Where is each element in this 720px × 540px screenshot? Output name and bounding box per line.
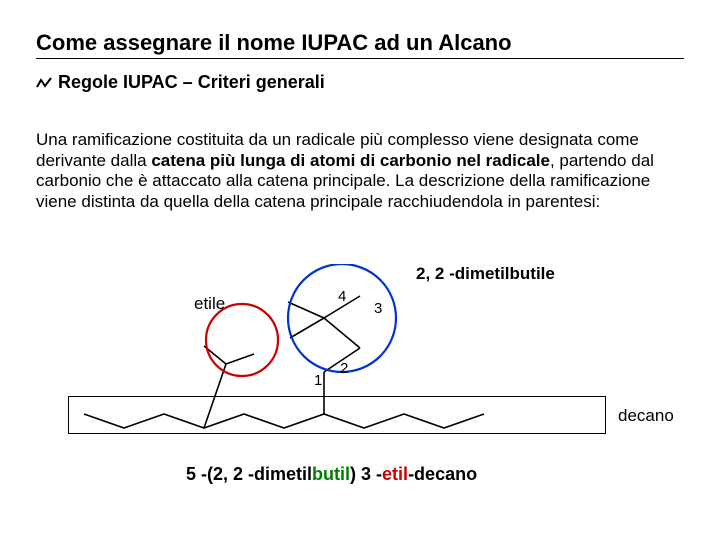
page-title: Come assegnare il nome IUPAC ad un Alcan… <box>36 30 512 56</box>
decano-box <box>68 396 606 434</box>
molecule-diagram: etile 2, 2 -dimetilbutile decano 1 2 3 4… <box>36 264 684 494</box>
final-part-butil: butil <box>312 464 350 484</box>
title-underline <box>36 58 684 59</box>
bullet-icon <box>36 75 52 91</box>
paragraph: Una ramificazione costituita da un radic… <box>36 130 684 213</box>
subtitle-row: Regole IUPAC – Criteri generali <box>36 72 325 93</box>
molecule-svg <box>36 264 684 464</box>
carbon-number-2: 2 <box>340 360 348 377</box>
label-etile: etile <box>194 294 225 314</box>
label-decano: decano <box>618 406 674 426</box>
dimetilbutyl-circle <box>288 264 396 372</box>
final-part-e: -decano <box>408 464 477 484</box>
final-iupac-name: 5 -(2, 2 -dimetilbutil) 3 -etil-decano <box>186 464 477 485</box>
carbon-number-4: 4 <box>338 288 346 305</box>
label-dimetilbutile: 2, 2 -dimetilbutile <box>416 264 555 284</box>
ethyl-circle <box>206 304 278 376</box>
paragraph-bold: catena più lunga di atomi di carbonio ne… <box>151 151 550 170</box>
carbon-number-3: 3 <box>374 300 382 317</box>
subtitle-text: Regole IUPAC – Criteri generali <box>58 72 325 93</box>
final-part-a: 5 -(2, 2 -dimetil <box>186 464 312 484</box>
final-part-c: ) 3 - <box>350 464 382 484</box>
carbon-number-1: 1 <box>314 372 322 389</box>
final-part-etil: etil <box>382 464 408 484</box>
